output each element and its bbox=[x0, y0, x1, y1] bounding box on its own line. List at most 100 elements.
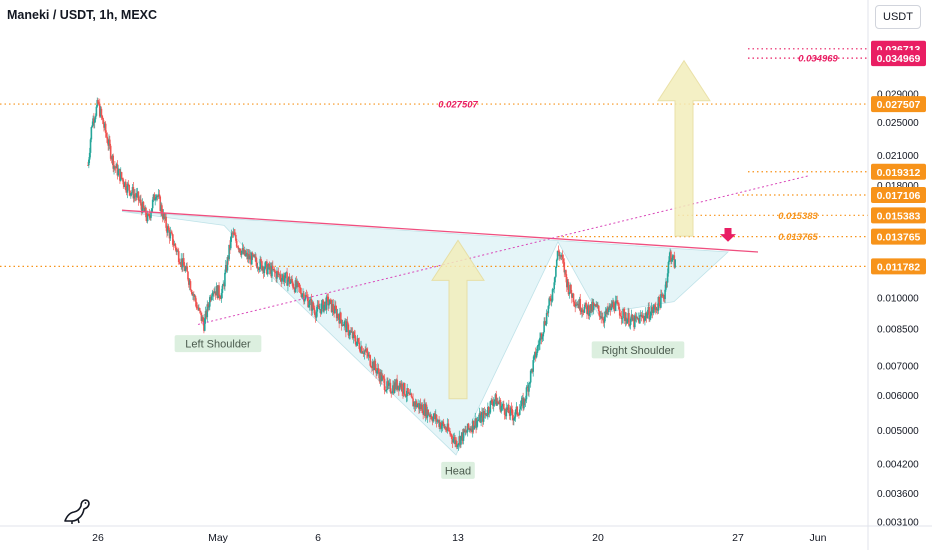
candle bbox=[314, 309, 316, 315]
candle bbox=[346, 321, 349, 325]
candle bbox=[672, 255, 675, 257]
candle bbox=[100, 108, 103, 116]
candle bbox=[407, 388, 409, 394]
candle bbox=[495, 394, 498, 406]
candle bbox=[246, 252, 249, 260]
candle bbox=[181, 258, 183, 268]
candle bbox=[399, 383, 402, 388]
candle bbox=[450, 434, 453, 439]
candle bbox=[154, 198, 156, 201]
candle bbox=[655, 308, 658, 311]
candle bbox=[111, 155, 114, 160]
currency-button[interactable]: USDT bbox=[875, 5, 921, 29]
candle bbox=[157, 194, 160, 197]
candle bbox=[219, 297, 222, 299]
price-tag: 0.011782 bbox=[871, 258, 926, 275]
candle bbox=[386, 381, 388, 391]
candle bbox=[554, 276, 556, 283]
candle bbox=[198, 308, 200, 310]
pattern-label-bg bbox=[591, 341, 685, 359]
candle bbox=[409, 393, 412, 395]
candle bbox=[633, 317, 635, 328]
candle bbox=[349, 331, 351, 335]
candle bbox=[567, 281, 570, 295]
price-tag-bg bbox=[871, 96, 926, 113]
price-tag-bg bbox=[871, 228, 926, 245]
candle bbox=[161, 205, 163, 215]
price-tag-text: 0.017106 bbox=[877, 190, 921, 202]
candle bbox=[487, 407, 489, 416]
price-tag: 0.034969 bbox=[871, 50, 926, 67]
candle bbox=[121, 177, 124, 180]
candle bbox=[207, 304, 209, 308]
candle bbox=[591, 301, 593, 312]
candle bbox=[104, 123, 106, 128]
candle bbox=[375, 367, 377, 374]
up-arrow bbox=[657, 59, 711, 237]
candle bbox=[183, 265, 186, 271]
candle bbox=[274, 271, 277, 273]
candle bbox=[158, 194, 161, 197]
candle bbox=[646, 313, 649, 319]
candle bbox=[519, 406, 522, 410]
candle bbox=[364, 350, 366, 352]
candle bbox=[501, 405, 503, 407]
candle bbox=[497, 401, 499, 403]
candle bbox=[89, 139, 92, 153]
candle bbox=[241, 247, 244, 251]
candle bbox=[193, 294, 195, 297]
candle bbox=[471, 428, 473, 433]
candle bbox=[558, 251, 561, 257]
candle bbox=[177, 251, 180, 262]
candle bbox=[142, 201, 145, 208]
candle bbox=[377, 368, 380, 374]
tradingview-dino-icon[interactable] bbox=[62, 496, 92, 526]
candle bbox=[542, 332, 545, 337]
candle bbox=[660, 294, 663, 297]
candle bbox=[319, 309, 321, 310]
candle bbox=[510, 407, 513, 410]
candle bbox=[122, 179, 125, 185]
candle bbox=[628, 313, 630, 326]
candle bbox=[155, 197, 157, 199]
candle bbox=[589, 304, 592, 313]
y-tick-label: 0.029000 bbox=[877, 89, 919, 100]
candle bbox=[260, 258, 262, 262]
candle bbox=[611, 303, 613, 308]
candle bbox=[185, 266, 188, 269]
candle bbox=[496, 401, 498, 406]
candle bbox=[225, 265, 228, 271]
candle bbox=[367, 354, 370, 357]
candle bbox=[330, 299, 333, 312]
candle bbox=[625, 317, 628, 324]
candle bbox=[119, 172, 122, 181]
candle bbox=[382, 376, 385, 379]
candle bbox=[669, 251, 671, 257]
candle bbox=[140, 199, 142, 206]
candles-layer bbox=[87, 97, 676, 451]
price-tag-text: 0.027507 bbox=[877, 99, 921, 111]
candle bbox=[232, 232, 235, 234]
candle bbox=[323, 304, 325, 312]
candle bbox=[306, 296, 309, 298]
candle bbox=[489, 401, 492, 413]
candle bbox=[659, 302, 661, 308]
price-tag-bg bbox=[871, 187, 926, 204]
candle bbox=[256, 267, 259, 269]
candle bbox=[539, 337, 541, 345]
candle bbox=[228, 244, 230, 260]
price-tag-text: 0.019312 bbox=[877, 167, 921, 179]
candle bbox=[184, 268, 187, 271]
candle bbox=[147, 213, 150, 215]
candle bbox=[605, 310, 608, 315]
candle bbox=[291, 278, 293, 283]
candle bbox=[282, 275, 284, 278]
candle bbox=[333, 310, 335, 314]
candle bbox=[315, 311, 318, 318]
candle bbox=[613, 301, 615, 309]
candle bbox=[125, 181, 127, 191]
candle bbox=[648, 306, 650, 320]
neckline bbox=[121, 209, 759, 253]
candle bbox=[336, 313, 339, 319]
